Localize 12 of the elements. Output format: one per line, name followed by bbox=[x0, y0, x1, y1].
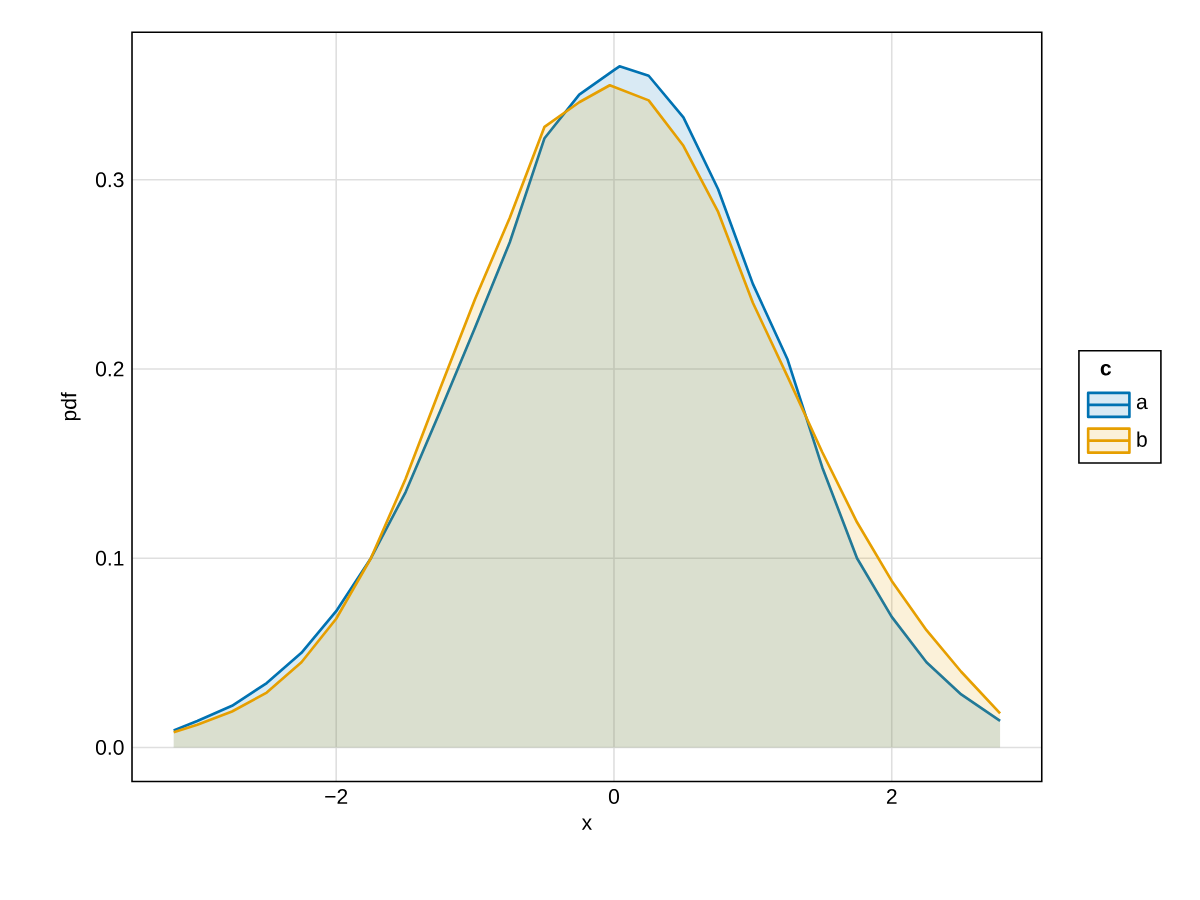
x-tick-label: 2 bbox=[886, 789, 897, 804]
y-axis-title: pdf bbox=[60, 392, 81, 421]
legend-label: a bbox=[1136, 397, 1148, 410]
x-axis-title: x bbox=[581, 818, 592, 830]
y-tick-label: 0.0 bbox=[95, 739, 124, 755]
legend-label: b bbox=[1137, 431, 1147, 447]
y-tick-label: 0.3 bbox=[95, 172, 124, 188]
legend-title: c bbox=[1100, 363, 1112, 376]
y-tick-label: 0.2 bbox=[95, 361, 124, 377]
x-tick-label: −2 bbox=[325, 789, 348, 804]
y-tick-label: 0.1 bbox=[95, 550, 124, 566]
x-tick-label: 0 bbox=[608, 789, 620, 804]
